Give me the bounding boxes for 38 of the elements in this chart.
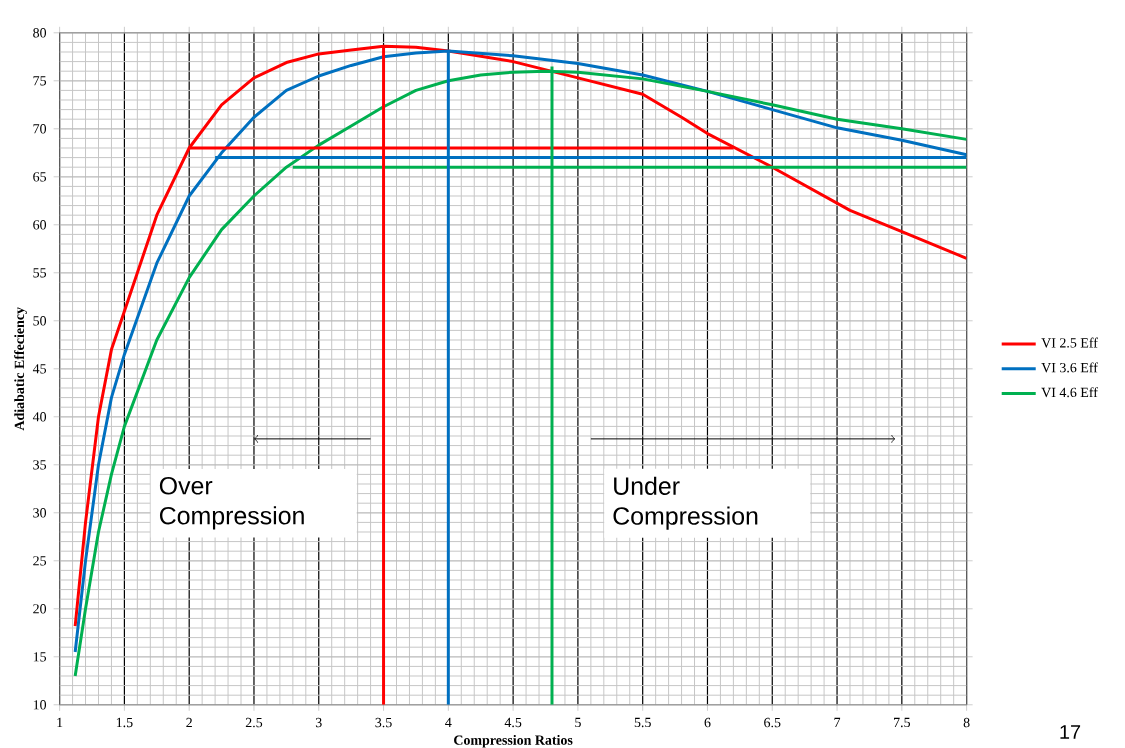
y-axis-title: Adiabatic Effeciency bbox=[14, 307, 27, 431]
y-tick-label: 30 bbox=[33, 508, 47, 518]
y-tick-label: 10 bbox=[33, 700, 47, 710]
x-tick-label: 4 bbox=[445, 717, 452, 728]
y-tick-label: 20 bbox=[33, 604, 47, 614]
text: 17 bbox=[1060, 725, 1081, 739]
y-tick-label: 80 bbox=[33, 28, 47, 38]
x-tick-label: 4.5 bbox=[504, 717, 522, 728]
x-tick-label: 5 bbox=[575, 717, 581, 728]
x-axis-title: Compression Ratios bbox=[454, 734, 573, 748]
y-tick-label: 15 bbox=[33, 652, 47, 662]
annotation: Over Compression bbox=[159, 476, 304, 530]
y-tick-label: 60 bbox=[33, 220, 47, 230]
y-tick-label: 35 bbox=[33, 460, 47, 470]
x-tick-label: 8 bbox=[963, 717, 970, 728]
x-tick-label: 2.5 bbox=[245, 717, 263, 728]
x-tick-label: 3 bbox=[315, 717, 322, 728]
x-tick-label: 1 bbox=[57, 717, 63, 728]
y-tick-label: 40 bbox=[32, 412, 47, 422]
x-tick-label: 5.5 bbox=[634, 717, 651, 728]
y-tick-label: 45 bbox=[32, 364, 47, 374]
x-tick-label: 3.5 bbox=[375, 717, 392, 728]
y-tick-label: 55 bbox=[33, 268, 47, 278]
y-tick-label: 70 bbox=[33, 124, 47, 134]
x-tick-label: 1.5 bbox=[116, 717, 133, 728]
legend-label: VI 2.5 Eff bbox=[1041, 337, 1098, 348]
x-tick-label: 6.5 bbox=[764, 717, 781, 728]
x-tick-label: 7 bbox=[834, 717, 841, 727]
y-tick-label: 65 bbox=[33, 172, 47, 182]
annotation: Under Compression bbox=[613, 476, 758, 530]
legend-label: VI 3.6 Eff bbox=[1041, 362, 1098, 373]
y-tick-label: 75 bbox=[33, 76, 47, 86]
x-tick-label: 6 bbox=[704, 717, 711, 728]
legend-label: VI 4.6 Eff bbox=[1041, 387, 1098, 398]
x-tick-label: 7.5 bbox=[894, 717, 911, 728]
y-tick-label: 25 bbox=[33, 556, 47, 566]
y-tick-label: 50 bbox=[33, 316, 47, 326]
x-tick-label: 2 bbox=[186, 717, 192, 728]
